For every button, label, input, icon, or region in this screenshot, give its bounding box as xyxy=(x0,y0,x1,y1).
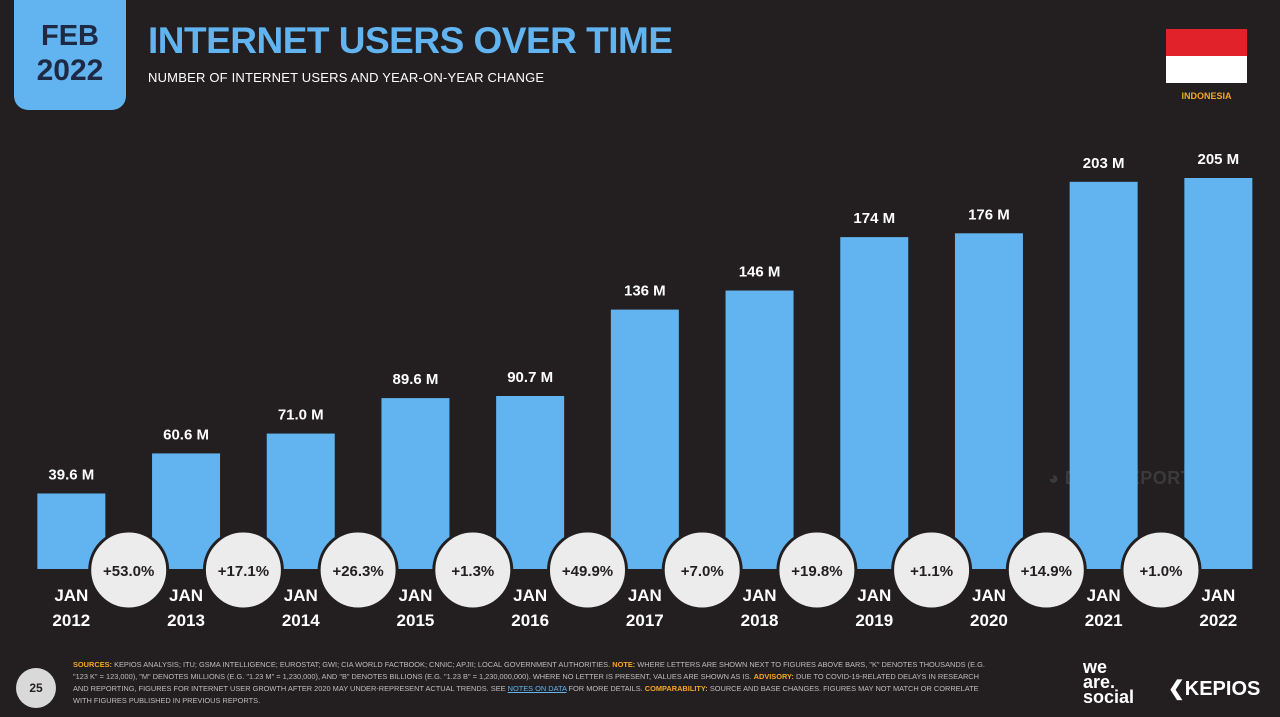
category-label-4-month: JAN xyxy=(513,586,547,605)
yoy-circle-6 xyxy=(776,529,858,611)
value-label-2: 71.0 M xyxy=(278,407,324,424)
yoy-label-2: +26.3% xyxy=(332,563,383,580)
logo-line-3: social xyxy=(1083,687,1135,707)
category-label-8-year: 2020 xyxy=(970,611,1008,630)
category-label-3-month: JAN xyxy=(398,586,432,605)
advisory-label: ADVISORY: xyxy=(753,672,794,681)
bar-2 xyxy=(266,433,335,569)
yoy-label-9: +1.0% xyxy=(1140,563,1183,580)
comparability-text: SOURCE AND BASE CHANGES. FIGURES MAY NOT… xyxy=(73,684,979,705)
yoy-label-7: +1.1% xyxy=(910,563,953,580)
category-label-0-year: 2012 xyxy=(52,611,90,630)
category-label-4-year: 2016 xyxy=(511,611,549,630)
advisory-text: DUE TO COVID-19-RELATED DELAYS IN RESEAR… xyxy=(73,672,979,693)
category-label-3-year: 2015 xyxy=(397,611,435,630)
yoy-label-3: +1.3% xyxy=(451,563,494,580)
yoy-circle-4 xyxy=(547,529,628,611)
value-label-1: 60.6 M xyxy=(163,426,209,443)
watermark-logo-icon: ◕ xyxy=(1048,468,1065,488)
flag-red-stripe xyxy=(1166,29,1247,56)
chart-title: INTERNET USERS OVER TIME xyxy=(148,20,673,61)
bar-7 xyxy=(840,237,909,569)
category-label-1-year: 2013 xyxy=(167,611,205,630)
yoy-circle-8 xyxy=(1005,529,1087,611)
kepios-logo: ❮KEPIOS xyxy=(1168,676,1260,701)
bar-10 xyxy=(1184,178,1253,569)
value-label-7: 174 M xyxy=(853,210,895,227)
footnote: SOURCES: KEPIOS ANALYSIS; ITU; GSMA INTE… xyxy=(73,659,988,707)
yoy-circle-7 xyxy=(891,529,973,611)
bar-6 xyxy=(725,290,794,569)
value-label-4: 90.7 M xyxy=(507,369,553,386)
bar-9 xyxy=(1069,181,1138,569)
country-label: INDONESIA xyxy=(1181,91,1232,101)
date-badge: FEB 2022 xyxy=(14,0,126,110)
yoy-label-8: +14.9% xyxy=(1021,563,1072,580)
bar-5 xyxy=(610,309,679,569)
yoy-label-0: +53.0% xyxy=(103,563,154,580)
bar-8 xyxy=(954,233,1023,569)
category-label-7-month: JAN xyxy=(857,586,891,605)
category-label-10-year: 2022 xyxy=(1199,611,1237,630)
kepios-mark-icon: ❮ xyxy=(1168,678,1185,700)
chart-subtitle: NUMBER OF INTERNET USERS AND YEAR-ON-YEA… xyxy=(148,70,545,85)
yoy-circle-3 xyxy=(432,529,514,611)
we-are-social-logo: we are. social xyxy=(1083,657,1153,707)
category-label-6-year: 2018 xyxy=(741,611,779,630)
category-label-0-month: JAN xyxy=(54,586,88,605)
value-label-9: 203 M xyxy=(1083,155,1125,172)
logo-line-2: are. xyxy=(1083,672,1116,692)
yoy-circle-9 xyxy=(1120,529,1202,611)
category-label-5-month: JAN xyxy=(628,586,662,605)
bar-chart: 39.6 M JAN 2012 60.6 M JAN 2013 71.0 M JAN 2014 8… xyxy=(37,151,1253,630)
bar-3 xyxy=(381,398,450,569)
yoy-label-4: +49.9% xyxy=(562,563,613,580)
value-label-3: 89.6 M xyxy=(393,371,439,388)
note-text: WHERE LETTERS ARE SHOWN NEXT TO FIGURES … xyxy=(73,660,985,681)
yoy-circle-2 xyxy=(317,529,399,611)
category-label-7-year: 2019 xyxy=(855,611,893,630)
flag-white-stripe xyxy=(1166,56,1247,83)
category-label-1-month: JAN xyxy=(169,586,203,605)
category-label-5-year: 2017 xyxy=(626,611,664,630)
category-label-10-month: JAN xyxy=(1201,586,1235,605)
yoy-circle-1 xyxy=(202,529,284,611)
sources-text: KEPIOS ANALYSIS; ITU; GSMA INTELLIGENCE;… xyxy=(114,660,611,669)
category-label-2-month: JAN xyxy=(284,586,318,605)
date-month: FEB xyxy=(41,20,99,52)
yoy-label-6: +19.8% xyxy=(791,563,842,580)
note-label: NOTE: xyxy=(612,660,636,669)
page-number: 25 xyxy=(16,668,56,708)
date-year: 2022 xyxy=(36,54,104,87)
yoy-label-5: +7.0% xyxy=(681,563,724,580)
notes-on-data-link[interactable]: NOTES ON DATA xyxy=(507,684,567,693)
logo-line-1: we xyxy=(1083,657,1108,677)
value-label-6: 146 M xyxy=(739,264,781,281)
bar-4 xyxy=(496,396,565,569)
category-label-2-year: 2014 xyxy=(282,611,320,630)
value-label-5: 136 M xyxy=(624,283,666,300)
value-label-0: 39.6 M xyxy=(48,466,94,483)
value-label-10: 205 M xyxy=(1197,151,1239,168)
category-label-6-month: JAN xyxy=(743,586,777,605)
kepios-text: KEPIOS xyxy=(1184,678,1261,700)
category-label-8-month: JAN xyxy=(972,586,1006,605)
sources-label: SOURCES: xyxy=(73,660,113,669)
yoy-label-1: +17.1% xyxy=(218,563,269,580)
after-link-text: FOR MORE DETAILS. xyxy=(568,684,643,693)
yoy-circle-5 xyxy=(661,529,743,611)
category-label-9-month: JAN xyxy=(1087,586,1121,605)
yoy-circle-0 xyxy=(88,529,170,611)
comparability-label: COMPARABILITY: xyxy=(644,684,708,693)
value-label-8: 176 M xyxy=(968,206,1010,223)
indonesia-flag-icon xyxy=(1166,29,1247,83)
category-label-9-year: 2021 xyxy=(1085,611,1123,630)
